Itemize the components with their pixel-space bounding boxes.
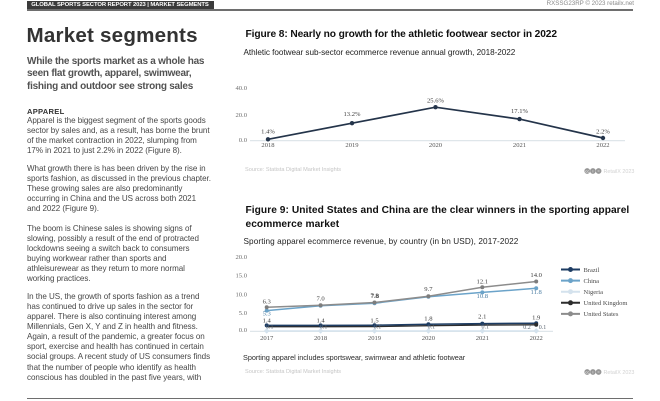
svg-text:2.1: 2.1 <box>478 314 486 321</box>
svg-text:1.8: 1.8 <box>424 315 433 322</box>
svg-text:15.0: 15.0 <box>235 273 247 280</box>
svg-text:13.2%: 13.2% <box>343 111 361 118</box>
svg-text:14.0: 14.0 <box>530 272 542 279</box>
svg-text:United States: United States <box>584 311 619 318</box>
svg-text:1.4: 1.4 <box>263 318 272 325</box>
svg-text:7.8: 7.8 <box>370 293 379 300</box>
svg-text:2019: 2019 <box>368 335 382 342</box>
svg-text:0.1: 0.1 <box>266 325 274 331</box>
svg-text:20.0: 20.0 <box>235 112 247 119</box>
svg-text:RetailX 2023: RetailX 2023 <box>604 169 635 175</box>
svg-text:2022: 2022 <box>596 142 609 149</box>
svg-text:=: = <box>597 370 600 375</box>
svg-text:United Kingdom: United Kingdom <box>584 300 628 307</box>
svg-text:China: China <box>584 278 600 285</box>
svg-text:25.6%: 25.6% <box>427 97 445 104</box>
svg-text:RetailX 2023: RetailX 2023 <box>604 370 635 376</box>
svg-text:1.9: 1.9 <box>532 315 541 322</box>
svg-text:9.7: 9.7 <box>424 286 433 293</box>
svg-text:2020: 2020 <box>422 335 436 342</box>
svg-text:10.8: 10.8 <box>477 293 489 300</box>
svg-text:2019: 2019 <box>345 142 359 149</box>
svg-text:0.1: 0.1 <box>539 325 547 331</box>
svg-text:12.1: 12.1 <box>477 278 489 285</box>
svg-text:cc: cc <box>585 169 589 174</box>
svg-text:2018: 2018 <box>261 142 275 149</box>
svg-text:10.0: 10.0 <box>235 291 247 298</box>
svg-text:11.8: 11.8 <box>531 289 543 296</box>
svg-text:Nigeria: Nigeria <box>584 289 604 296</box>
svg-text:0.1: 0.1 <box>428 325 436 331</box>
svg-text:2020: 2020 <box>429 142 443 149</box>
svg-text:i: i <box>592 370 593 375</box>
svg-text:7.8: 7.8 <box>371 293 380 300</box>
svg-text:2022: 2022 <box>530 335 543 342</box>
svg-text:6.3: 6.3 <box>263 298 272 305</box>
svg-text:2018: 2018 <box>314 335 328 342</box>
svg-text:i: i <box>592 169 593 174</box>
svg-text:Brazil: Brazil <box>584 267 600 274</box>
svg-text:0.0: 0.0 <box>239 327 248 334</box>
svg-text:2017: 2017 <box>260 335 274 342</box>
svg-text:2021: 2021 <box>476 335 489 342</box>
svg-text:2021: 2021 <box>513 142 526 149</box>
svg-text:5.3: 5.3 <box>263 311 272 318</box>
svg-text:2.2%: 2.2% <box>596 128 610 135</box>
svg-text:0.1: 0.1 <box>374 325 382 331</box>
svg-text:40.0: 40.0 <box>235 85 247 92</box>
svg-text:20.0: 20.0 <box>235 254 247 261</box>
svg-text:5.0: 5.0 <box>239 310 248 317</box>
svg-text:1.4: 1.4 <box>316 318 325 325</box>
svg-text:7.0: 7.0 <box>316 296 325 303</box>
svg-text:17.1%: 17.1% <box>511 108 529 115</box>
svg-text:=: = <box>597 169 600 174</box>
svg-text:1.5: 1.5 <box>370 317 379 324</box>
svg-text:0.1: 0.1 <box>320 325 328 331</box>
svg-text:0.0: 0.0 <box>239 137 248 144</box>
svg-text:0.1: 0.1 <box>482 325 490 331</box>
svg-text:0.2: 0.2 <box>523 325 531 331</box>
svg-text:cc: cc <box>585 370 589 375</box>
svg-text:1.4%: 1.4% <box>261 129 275 136</box>
